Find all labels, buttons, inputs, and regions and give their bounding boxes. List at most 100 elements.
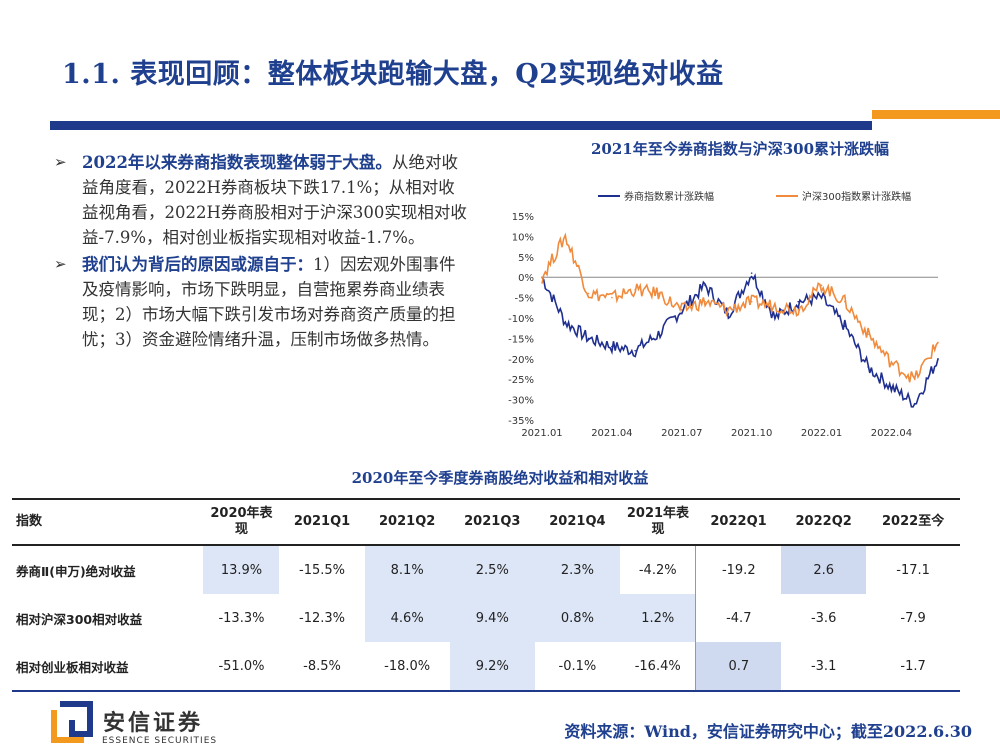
data-point — [750, 300, 753, 303]
bullet-body: 从绝对收益角度看，2022H券商板块下跌17.1%；从相对收益视角看，2022H… — [82, 153, 467, 247]
table-cell: -0.1% — [534, 642, 620, 692]
arrow-bullet-icon: ➢ — [54, 153, 67, 171]
line-chart: 券商指数累计涨跌幅 沪深300指数累计涨跌幅 15% 10% 5% 0% -5% -10% -1… — [490, 180, 950, 445]
data-point — [587, 292, 590, 295]
y-tick-label: 5% — [518, 253, 534, 264]
line-chart-svg: 券商指数累计涨跌幅 沪深300指数累计涨跌幅 15% 10% 5% 0% -5% -10% -1… — [508, 190, 939, 439]
y-tick-label: -25% — [508, 375, 534, 386]
table-row: 相对沪深300相对收益 -13.3% -12.3% 4.6% 9.4% 0.8%… — [12, 594, 960, 642]
data-point — [750, 272, 753, 274]
table-row: 相对创业板相对收益 -51.0% -8.5% -18.0% 9.2% -0.1%… — [12, 642, 960, 692]
table-cell: -8.5% — [279, 642, 365, 692]
bullet-list: ➢ 2022年以来券商指数表现整体弱于大盘。从绝对收益角度看，2022H券商板块… — [50, 150, 470, 354]
row-label: 相对创业板相对收益 — [12, 642, 204, 692]
bullet-body: 1）因宏观外围事件及疫情影响，市场下跌明显，自营拖累券商业绩表现；2）市场大幅下… — [82, 255, 456, 349]
data-point — [657, 292, 660, 295]
table-cell: -4.2% — [638, 562, 677, 578]
table-cell: -3.6 — [810, 610, 837, 626]
chart-title: 2021年至今券商指数与沪深300累计涨跌幅 — [590, 140, 890, 158]
data-point — [867, 366, 869, 368]
company-logo-icon — [51, 701, 93, 743]
title-underline-orange — [872, 110, 1000, 119]
y-tick-label: -15% — [508, 334, 534, 345]
table-header-row: 指数 2020年表现 2021Q1 2021Q2 2021Q3 2021Q4 2… — [12, 498, 960, 546]
table-header-cell: 2022至今 — [866, 498, 960, 546]
data-point — [587, 337, 590, 340]
table-cell: 13.9% — [203, 545, 280, 594]
row-label: 券商Ⅱ(申万)绝对收益 — [16, 563, 136, 579]
table-cell: 2.3% — [534, 545, 620, 594]
data-point — [797, 300, 800, 303]
data-point — [774, 304, 776, 307]
legend-label: 券商指数累计涨跌幅 — [624, 190, 714, 203]
legend-label: 沪深300指数累计涨跌幅 — [802, 190, 911, 203]
data-point — [820, 296, 823, 299]
table-cell: -18.0% — [364, 642, 450, 692]
returns-table: 指数 2020年表现 2021Q1 2021Q2 2021Q3 2021Q4 2… — [12, 498, 960, 692]
table-cell: 0.7 — [695, 642, 782, 692]
data-point — [844, 300, 846, 303]
table-header-cell: 指数 — [12, 498, 204, 546]
bullet-heading: 我们认为背后的原因或源自于： — [82, 255, 313, 274]
y-tick-label: -20% — [508, 355, 534, 366]
series-line — [541, 232, 939, 383]
x-tick-label: 2021.01 — [521, 428, 562, 439]
company-name-en: ESSENCE SECURITIES — [102, 736, 218, 746]
table-header-cell: 2021Q3 — [449, 498, 535, 546]
data-point — [634, 349, 636, 352]
data-point — [727, 309, 730, 311]
data-point — [890, 386, 893, 389]
table-cell: -51.0% — [203, 642, 280, 692]
table-cell: -7.9 — [900, 610, 926, 626]
table-title: 2020年至今季度券商股绝对收益和相对收益 — [351, 469, 649, 487]
table-cell: -4.7 — [695, 594, 782, 642]
arrow-bullet-icon: ➢ — [54, 255, 67, 273]
data-point — [820, 284, 823, 287]
data-point — [611, 345, 613, 348]
table-header-cell: 2021Q2 — [364, 498, 450, 546]
table-cell: 4.6% — [364, 594, 450, 642]
table-cell: 8.1% — [364, 545, 450, 594]
bullet-heading: 2022年以来券商指数表现整体弱于大盘。 — [82, 153, 392, 172]
table-header-cell: 2022Q2 — [781, 498, 867, 546]
y-tick-label: -10% — [508, 314, 534, 325]
table-header-cell: 2021Q1 — [279, 498, 365, 546]
y-tick-label: 15% — [512, 212, 534, 223]
table-cell: 1.2% — [619, 594, 696, 642]
data-point — [704, 300, 706, 303]
data-point — [867, 333, 869, 336]
table-cell: 2.5% — [449, 545, 535, 594]
table-cell: -16.4% — [619, 642, 696, 692]
x-tick-label: 2021.04 — [591, 428, 632, 439]
data-point — [797, 309, 800, 311]
data-point — [611, 296, 613, 299]
table-header-cell: 2021年表现 — [619, 498, 696, 546]
y-tick-label: -35% — [508, 416, 534, 427]
y-tick-label: 0% — [518, 273, 534, 284]
x-tick-label: 2022.01 — [801, 428, 842, 439]
x-tick-label: 2021.10 — [731, 428, 772, 439]
company-name: 安信证券 — [103, 711, 204, 736]
table-cell: 9.2% — [449, 642, 535, 692]
y-tick-label: -30% — [508, 396, 534, 407]
data-point — [541, 276, 543, 278]
x-tick-label: 2022.04 — [871, 428, 912, 439]
table-cell: -19.2 — [695, 545, 782, 594]
x-tick-label: 2021.07 — [661, 428, 702, 439]
title-underline-navy — [50, 121, 872, 130]
bullet-item: ➢ 我们认为背后的原因或源自于：1）因宏观外围事件及疫情影响，市场下跌明显，自营… — [50, 252, 470, 352]
data-point — [774, 317, 776, 319]
data-point — [727, 313, 730, 315]
data-point — [913, 402, 916, 405]
table-header-cell: 2022Q1 — [695, 498, 782, 546]
data-point — [844, 325, 846, 327]
data-point — [937, 358, 939, 360]
y-tick-label: 10% — [512, 232, 534, 243]
table-cell: 0.8% — [534, 594, 620, 642]
bullet-item: ➢ 2022年以来券商指数表现整体弱于大盘。从绝对收益角度看，2022H券商板块… — [50, 150, 470, 250]
data-point — [937, 341, 939, 344]
table-cell: -3.1 — [781, 642, 867, 692]
data-point — [890, 362, 893, 364]
table-header-cell: 2021Q4 — [534, 498, 620, 546]
source-note: 资料来源：Wind，安信证券研究中心；截至2022.6.30 — [564, 722, 972, 741]
